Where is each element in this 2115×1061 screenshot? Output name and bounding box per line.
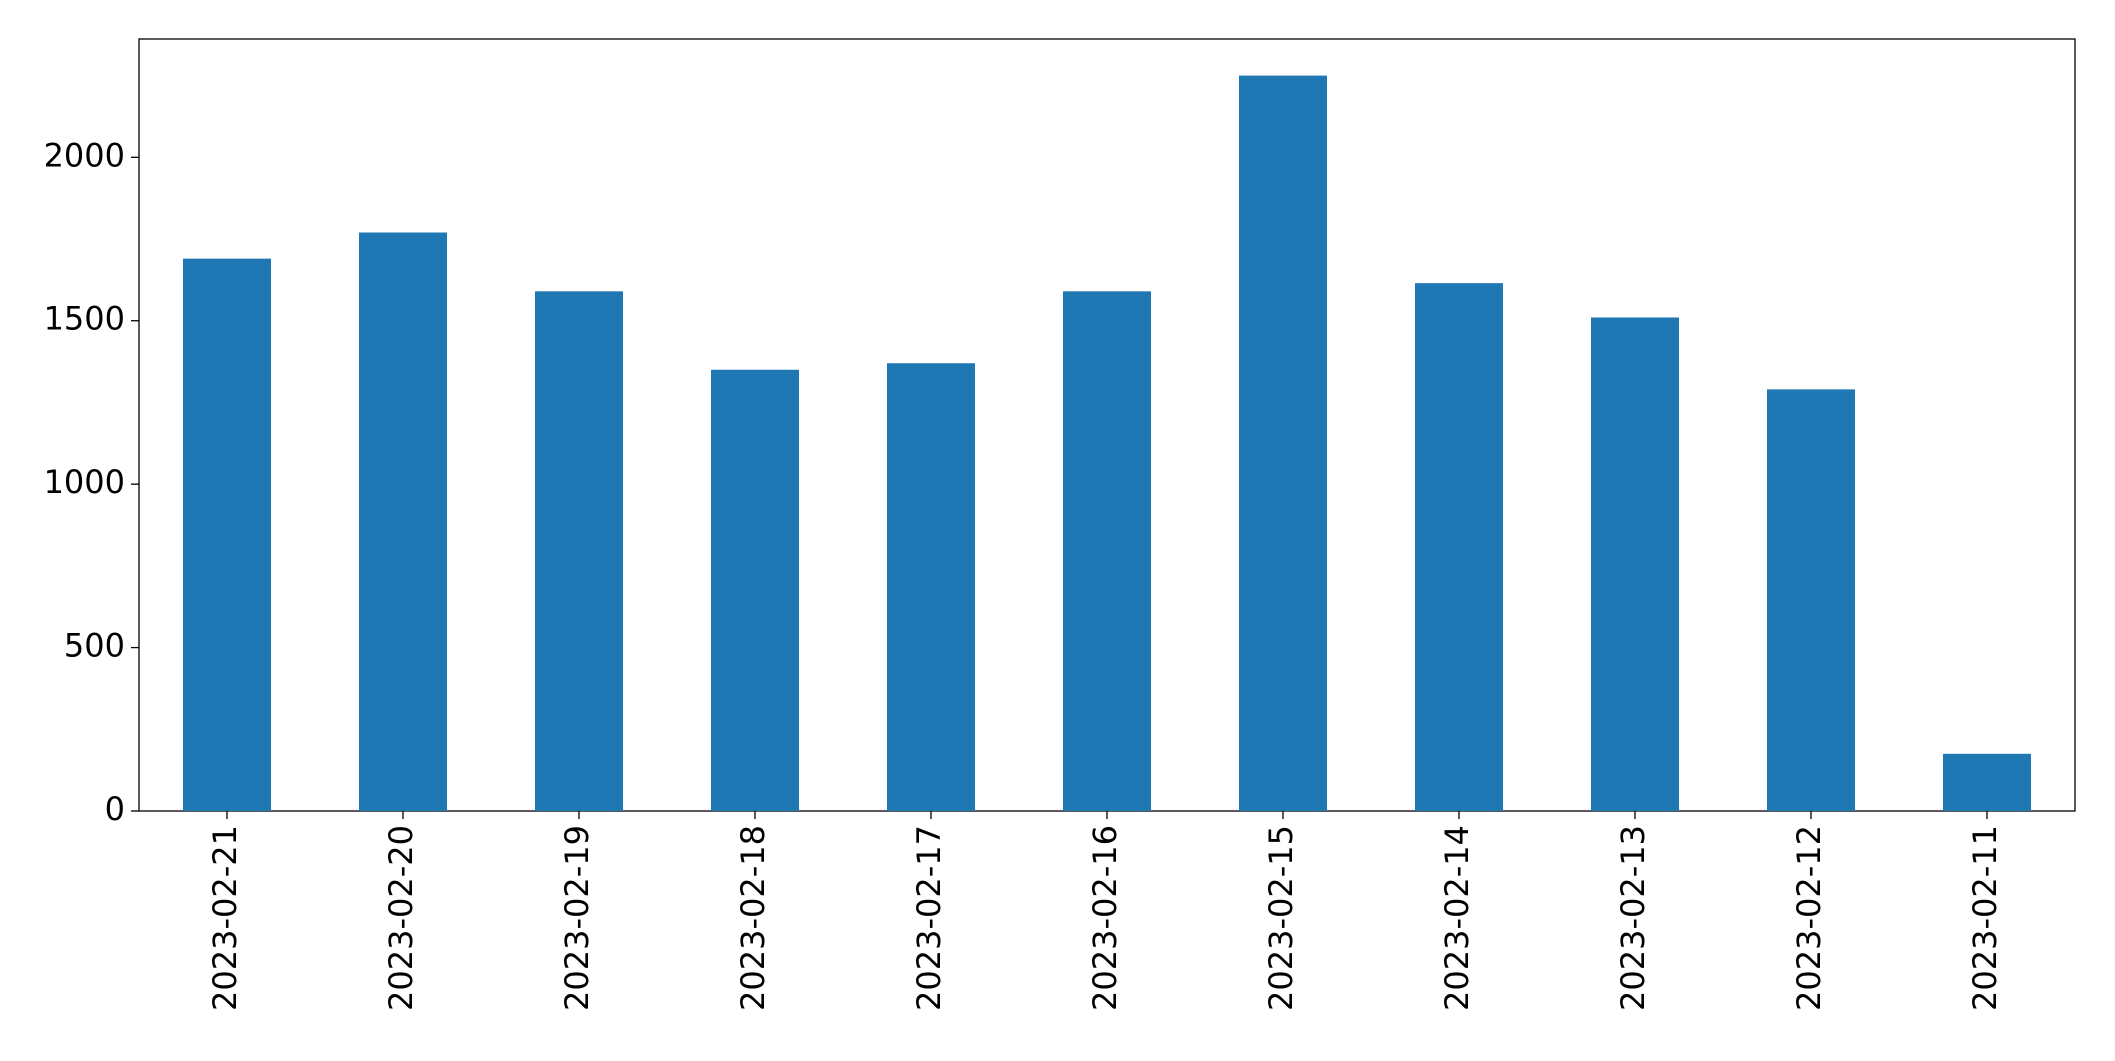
y-tick-label: 500 — [64, 627, 125, 665]
y-tick-label: 2000 — [44, 136, 125, 174]
bar — [887, 363, 975, 811]
bar — [1239, 75, 1327, 811]
bar — [535, 291, 623, 811]
bar — [1591, 317, 1679, 811]
y-tick-label: 1500 — [44, 300, 125, 338]
bar — [1943, 753, 2031, 811]
x-tick-label: 2023-02-15 — [1262, 825, 1300, 1011]
bar — [359, 232, 447, 812]
x-tick-label: 2023-02-13 — [1614, 825, 1652, 1011]
bar — [711, 369, 799, 811]
x-tick-label: 2023-02-21 — [206, 825, 244, 1011]
x-tick-label: 2023-02-20 — [382, 825, 420, 1011]
x-tick-label: 2023-02-19 — [558, 825, 596, 1011]
bar — [183, 258, 271, 812]
x-tick-label: 2023-02-11 — [1966, 825, 2004, 1011]
y-tick-label: 0 — [105, 790, 125, 828]
bar — [1415, 283, 1503, 811]
x-tick-label: 2023-02-12 — [1790, 825, 1828, 1011]
x-tick-label: 2023-02-16 — [1086, 825, 1124, 1011]
x-tick-label: 2023-02-18 — [734, 825, 772, 1011]
x-tick-label: 2023-02-14 — [1438, 825, 1476, 1011]
bar — [1063, 291, 1151, 811]
y-tick-label: 1000 — [44, 463, 125, 501]
x-tick-label: 2023-02-17 — [910, 825, 948, 1011]
bar — [1767, 389, 1855, 811]
